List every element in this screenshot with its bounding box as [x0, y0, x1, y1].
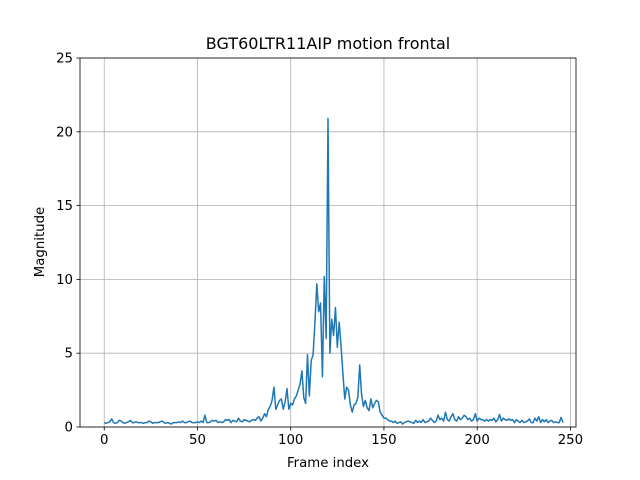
y-tick-label: 15 — [56, 199, 73, 214]
x-tick-label: 250 — [558, 433, 583, 448]
y-axis: 0 5 10 15 20 25 — [56, 52, 80, 436]
x-axis: 0 50 100 150 200 250 — [100, 427, 583, 448]
series-line — [103, 117, 564, 425]
y-tick-label: 20 — [56, 125, 73, 140]
y-tick-label: 25 — [56, 52, 73, 67]
x-tick-label: 0 — [100, 433, 108, 448]
y-tick-label: 10 — [56, 273, 73, 288]
x-tick-label: 100 — [278, 433, 303, 448]
plot-frame — [79, 57, 577, 428]
x-tick-label: 150 — [371, 433, 396, 448]
y-tick-label: 0 — [65, 421, 73, 436]
chart-title: BGT60LTR11AIP motion frontal — [206, 34, 450, 53]
y-axis-label: Magnitude — [33, 207, 48, 277]
y-tick-label: 5 — [65, 347, 73, 362]
x-tick-label: 200 — [464, 433, 489, 448]
x-tick-label: 50 — [189, 433, 206, 448]
plot-background — [80, 58, 576, 427]
x-axis-label: Frame index — [287, 456, 369, 471]
